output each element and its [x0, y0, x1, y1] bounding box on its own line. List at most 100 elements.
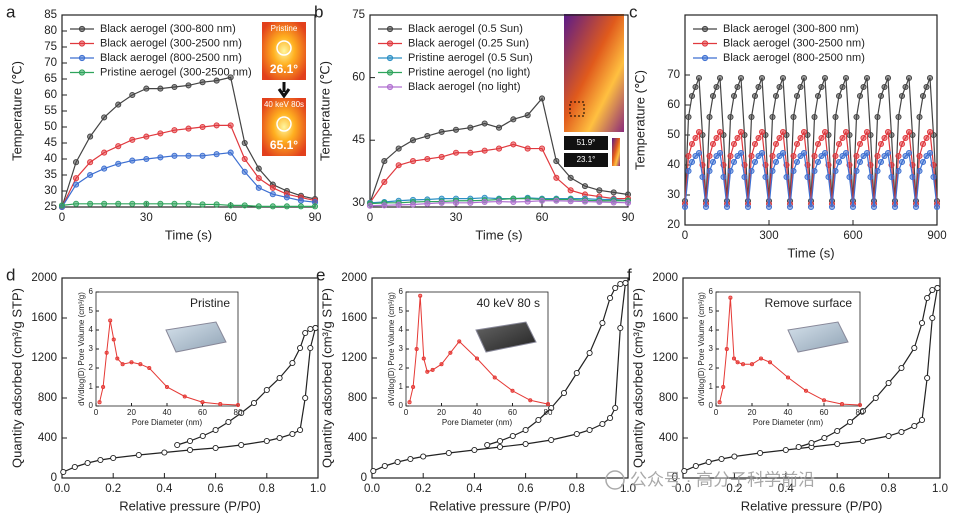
data-point: [895, 152, 902, 160]
data-point: [138, 362, 143, 367]
y-tick-label: 60: [667, 99, 680, 111]
data-point: [709, 92, 717, 100]
data-point: [856, 140, 864, 148]
data-point: [933, 203, 941, 211]
data-point: [881, 134, 888, 142]
y-tick-label: 1200: [341, 352, 367, 364]
data-point: [424, 132, 431, 140]
data-point: [524, 198, 531, 205]
data-point: [157, 154, 164, 161]
data-point: [58, 202, 66, 209]
data-point: [104, 350, 109, 355]
data-point: [528, 398, 533, 403]
y-tick-label: 0: [361, 472, 367, 484]
y-tick-label: 4: [399, 325, 404, 334]
x-tick-label: 0: [404, 408, 409, 417]
data-point: [496, 437, 504, 445]
data-point: [898, 140, 906, 148]
data-point: [748, 152, 755, 160]
legend-marker: [78, 40, 86, 47]
data-point: [115, 356, 120, 361]
data-point: [87, 171, 94, 179]
data-point: [617, 280, 624, 288]
data-point: [120, 362, 125, 367]
x-axis-label: Relative pressure (P/P0): [741, 498, 883, 513]
data-point: [730, 140, 738, 148]
data-point: [241, 139, 248, 147]
data-point: [748, 113, 755, 121]
data-point: [898, 428, 905, 436]
legend-marker: [386, 54, 394, 62]
legend-marker: [78, 69, 86, 76]
data-point: [919, 140, 927, 148]
y-tick-label: 3: [89, 344, 94, 353]
image-label: 40 keV 80s: [264, 100, 304, 109]
data-point: [727, 113, 734, 121]
data-point: [919, 92, 927, 100]
watermark-text: 公众号 · 高分子科学前沿: [630, 470, 815, 489]
data-point: [241, 202, 248, 209]
data-point: [424, 200, 431, 207]
data-point: [452, 149, 460, 156]
data-point: [924, 374, 931, 382]
data-point: [709, 140, 717, 148]
legend-label: Black aerogel (0.25 Sun): [408, 37, 529, 49]
data-point: [818, 83, 825, 91]
y-tick-label: 20: [667, 219, 680, 231]
inset-frame: [715, 291, 861, 407]
data-point: [135, 451, 142, 459]
y-tick-label: 1200: [31, 352, 57, 364]
data-point: [692, 462, 699, 470]
data-point: [97, 400, 102, 405]
panel: 0.0 0.2 0.4 0.6 0.8 1.00400800120016002000Rel…: [6, 265, 326, 513]
image-label: 26.1°: [270, 62, 298, 76]
data-point: [263, 437, 270, 445]
inset: 0 20 40 60 80 0 1 2 3 4 5 6 Pore Diameter (nm) dV/dlo…: [697, 287, 865, 427]
data-point: [872, 394, 879, 402]
legend-label: Pristine aerogel (0.5 Sun): [408, 52, 533, 64]
x-tick-label: 0.4: [466, 483, 483, 495]
data-point: [839, 402, 845, 407]
x-axis-label: Time (s): [475, 227, 522, 242]
data-point: [916, 167, 923, 175]
data-point: [685, 113, 692, 121]
x-tick-label: 90: [309, 212, 322, 224]
data-point: [496, 443, 504, 451]
data-point: [129, 91, 136, 99]
data-point: [863, 74, 871, 82]
data-point: [765, 203, 773, 211]
data-point: [573, 369, 580, 377]
data-point: [238, 441, 245, 449]
data-point: [439, 362, 444, 367]
x-axis-label: Pore Diameter (nm): [132, 418, 203, 427]
data-point: [735, 360, 740, 365]
data-point: [814, 158, 822, 166]
image-label: 51.9°: [577, 138, 596, 147]
thermal-image: [564, 14, 624, 132]
data-point: [790, 167, 797, 175]
data-point: [911, 344, 918, 352]
data-point: [186, 446, 194, 454]
x-tick-label: 1.0: [620, 483, 636, 495]
y-tick-label: 800: [659, 392, 678, 404]
y-axis-label: Quantity adsorbed (cm³/g STP): [9, 288, 24, 468]
data-point: [213, 151, 220, 158]
data-point: [835, 92, 843, 100]
panel-label: a: [6, 2, 16, 21]
x-tick-label: 300: [759, 230, 778, 242]
data-point: [835, 158, 843, 166]
data-point: [811, 152, 818, 160]
data-point: [129, 157, 136, 164]
data-point: [758, 149, 766, 157]
data-point: [147, 365, 152, 371]
data-point: [685, 152, 692, 160]
sample-slab: [165, 321, 227, 353]
data-point: [311, 203, 319, 210]
axis-frame: [61, 277, 319, 479]
data-point: [929, 286, 936, 294]
data-point: [800, 149, 808, 157]
data-point: [728, 295, 733, 300]
data-point: [610, 189, 617, 196]
label-box: [564, 136, 608, 150]
data-point: [567, 187, 574, 194]
